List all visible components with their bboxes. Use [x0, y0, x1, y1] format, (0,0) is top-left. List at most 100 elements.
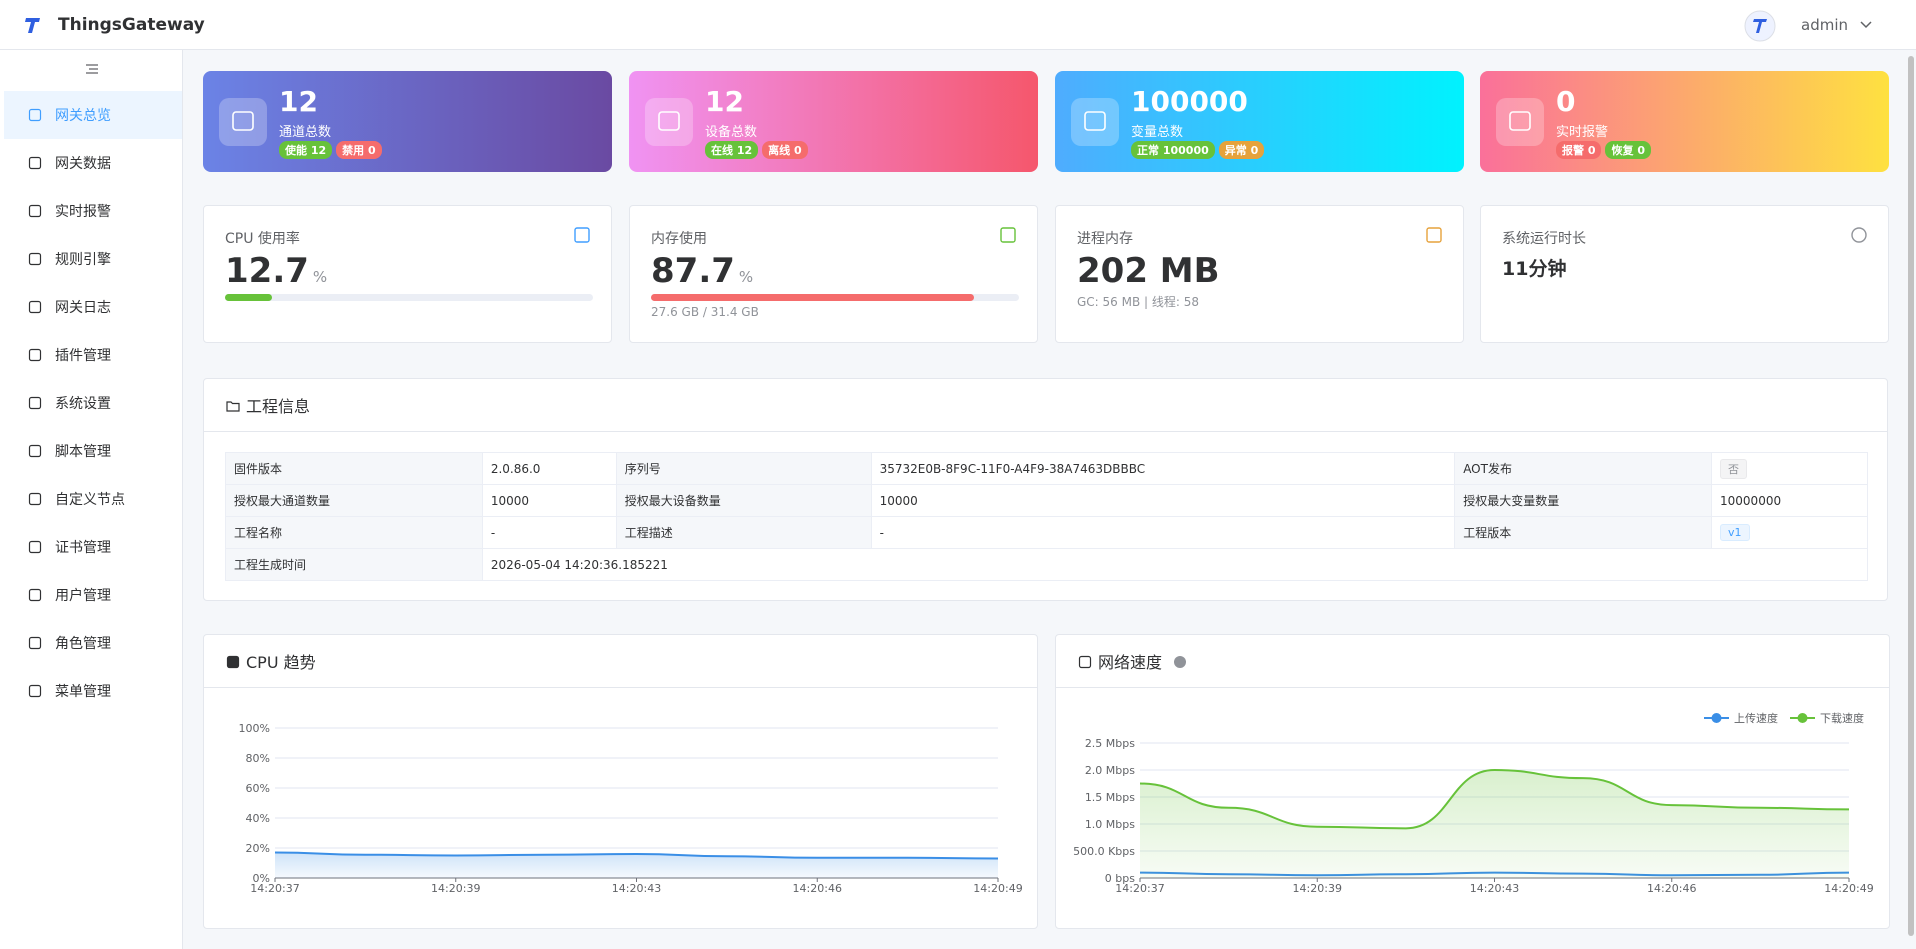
icon-shape	[28, 636, 42, 650]
y-tick-label: 500.0 Kbps	[1073, 845, 1135, 858]
metric-number: 202 MB	[1077, 251, 1220, 291]
badge: 恢复 0	[1605, 141, 1651, 159]
table-cell: 否	[1711, 452, 1868, 485]
avatar[interactable]	[1744, 10, 1776, 42]
table-cell: 工程名称	[225, 516, 483, 549]
chart-card: CPU 趋势 0% 20% 40% 60% 80% 100% 14:20:37 14:20:39…	[203, 634, 1038, 929]
icon-bg	[1496, 98, 1544, 146]
stat-card: 12 设备总数 在线 12 离线 0	[629, 71, 1038, 172]
chart-title: CPU 趋势	[246, 653, 316, 672]
table-cell: 固件版本	[225, 452, 483, 485]
stat-label: 设备总数	[705, 125, 758, 140]
icon-shape	[28, 492, 42, 506]
metric-card: 进程内存 202 MB GC: 56 MB | 线程: 58	[1055, 205, 1464, 343]
area	[1140, 770, 1849, 878]
menu-item[interactable]: 脚本管理	[55, 444, 111, 460]
menu-item[interactable]: 插件管理	[55, 348, 111, 364]
badges: 报警 0 恢复 0	[1556, 141, 1651, 159]
legend-label[interactable]: 上传速度	[1734, 711, 1778, 725]
badges: 在线 12 离线 0	[705, 141, 808, 159]
icon-bg	[219, 98, 267, 146]
icon-bg	[645, 98, 693, 146]
chart-title: 网络速度	[1098, 653, 1163, 672]
badge: 禁用 0	[336, 141, 382, 159]
chart-card: 网络速度 0 bps 500.0 Kbps 1.0 Mbps 1.5 Mbps 2.0 M…	[1055, 634, 1890, 929]
dropdown-arrow[interactable]	[1860, 20, 1872, 30]
metric-icon	[1426, 227, 1442, 243]
icon-shape	[28, 156, 42, 170]
icon-shape	[28, 684, 42, 698]
chart: 0% 20% 40% 60% 80% 100% 14:20:37 14:20:39 14:20:…	[239, 722, 1023, 895]
x-tick-label: 14:20:46	[1647, 882, 1696, 895]
y-tick-label: 0%	[253, 872, 270, 885]
stat-icon	[645, 98, 693, 146]
stat-card: 12 通道总数 使能 12 禁用 0	[203, 71, 612, 172]
menu-item[interactable]: 系统设置	[55, 396, 111, 412]
icon-shape	[28, 396, 42, 410]
logo	[25, 18, 40, 33]
y-tick-label: 100%	[239, 722, 270, 735]
menu-icon	[28, 300, 42, 314]
menu-icon	[28, 684, 42, 698]
icon-shape	[232, 111, 254, 131]
icon-shape	[28, 540, 42, 554]
table-cell: 10000	[870, 484, 1456, 517]
table-cell: -	[481, 516, 617, 549]
menu-item[interactable]: 实时报警	[55, 204, 111, 220]
menu-item[interactable]: 用户管理	[55, 588, 111, 604]
menu-item[interactable]: 自定义节点	[55, 492, 125, 508]
user-name[interactable]: admin	[1801, 16, 1848, 34]
metric-label: 进程内存	[1077, 231, 1133, 247]
menu-icon	[28, 348, 42, 362]
x-tick-label: 14:20:37	[250, 882, 299, 895]
brand[interactable]: ThingsGateway	[58, 15, 205, 35]
menu-icon	[28, 396, 42, 410]
scrollbar[interactable]	[1908, 56, 1914, 936]
legend-marker	[1711, 713, 1722, 723]
stat-card: 100000 变量总数 正常 100000 异常 0	[1055, 71, 1464, 172]
table-cell: 授权最大设备数量	[615, 484, 872, 517]
table-cell: v1	[1711, 516, 1868, 549]
table-cell: 序列号	[615, 452, 872, 485]
x-tick-label: 14:20:39	[431, 882, 480, 895]
card-header: 网络速度	[1056, 635, 1889, 688]
metric-detail: GC: 56 MB | 线程: 58	[1077, 295, 1200, 309]
metric-card: CPU 使用率 12.7%	[203, 205, 612, 343]
menu-item[interactable]: 网关总览	[4, 91, 182, 139]
stat-card: 0 实时报警 报警 0 恢复 0	[1480, 71, 1889, 172]
table-cell: 10000	[481, 484, 617, 517]
badge: 异常 0	[1218, 141, 1265, 159]
table-row: 授权最大通道数量 10000 授权最大设备数量 10000 授权最大变量数量 100000…	[225, 484, 1868, 517]
collapse-button[interactable]	[84, 62, 100, 76]
icon-shape	[1174, 656, 1186, 668]
legend-label[interactable]: 下载速度	[1820, 711, 1864, 725]
table-cell: 工程描述	[615, 516, 872, 549]
menu-item[interactable]: 菜单管理	[55, 684, 111, 700]
menu-icon	[28, 444, 42, 458]
menu-item[interactable]: 规则引擎	[55, 252, 111, 268]
y-tick-label: 1.5 Mbps	[1085, 791, 1135, 804]
icon-shape	[1000, 227, 1016, 243]
info-table: 固件版本 2.0.86.0 序列号 35732E0B-8F9C-11F0-A4F9-3…	[225, 452, 1869, 581]
metric-label: 内存使用	[651, 231, 707, 247]
menu-item[interactable]: 网关日志	[55, 300, 111, 316]
progress-track	[651, 294, 1019, 301]
menu-item[interactable]: 角色管理	[55, 636, 111, 652]
stat-label: 变量总数	[1131, 125, 1184, 140]
x-tick-label: 14:20:43	[1470, 882, 1519, 895]
x-tick-label: 14:20:39	[1293, 882, 1342, 895]
menu-icon	[28, 636, 42, 650]
y-tick-label: 80%	[246, 752, 270, 765]
table-cell: 2.0.86.0	[481, 452, 617, 485]
menu-icon	[28, 540, 42, 554]
menu-icon	[28, 588, 42, 602]
menu-item[interactable]: 证书管理	[55, 540, 111, 556]
table-row: 工程名称 - 工程描述 - 工程版本 v1	[225, 516, 1868, 549]
table-cell: 工程生成时间	[225, 548, 483, 581]
metric-card: 系统运行时长 11分钟	[1480, 205, 1889, 343]
icon-shape	[1509, 111, 1531, 131]
stat-value: 100000	[1131, 85, 1248, 118]
menu-item[interactable]: 网关数据	[55, 156, 111, 172]
icon-shape	[1078, 655, 1092, 669]
